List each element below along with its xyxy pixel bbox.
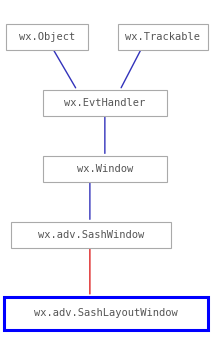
FancyBboxPatch shape bbox=[43, 156, 167, 182]
FancyBboxPatch shape bbox=[11, 222, 171, 248]
FancyBboxPatch shape bbox=[118, 24, 208, 50]
Text: wx.adv.SashLayoutWindow: wx.adv.SashLayoutWindow bbox=[34, 308, 178, 318]
Text: wx.Window: wx.Window bbox=[77, 164, 133, 174]
Text: wx.Trackable: wx.Trackable bbox=[125, 32, 200, 42]
FancyBboxPatch shape bbox=[4, 297, 208, 330]
Text: wx.adv.SashWindow: wx.adv.SashWindow bbox=[38, 230, 144, 240]
FancyBboxPatch shape bbox=[6, 24, 88, 50]
Text: wx.EvtHandler: wx.EvtHandler bbox=[64, 98, 146, 108]
FancyBboxPatch shape bbox=[43, 90, 167, 116]
Text: wx.Object: wx.Object bbox=[19, 32, 75, 42]
